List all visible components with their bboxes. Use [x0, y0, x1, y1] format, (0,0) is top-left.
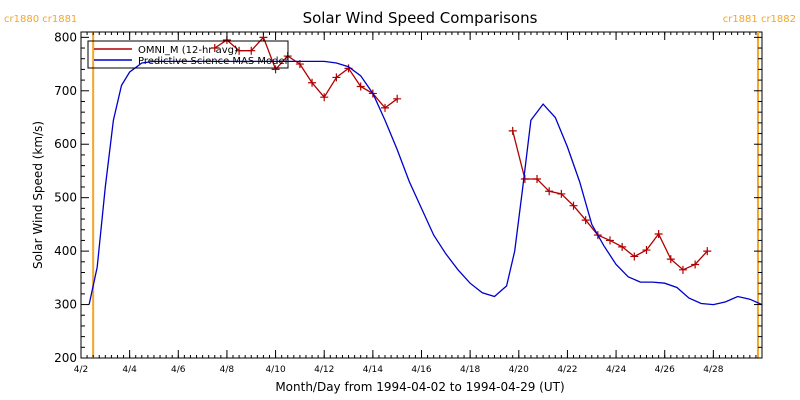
omni-point — [642, 246, 651, 255]
carrington-label: cr1880 cr1881 — [4, 14, 77, 25]
legend-entry: Predictive Science MAS Model — [138, 56, 287, 67]
x-tick-label: 4/16 — [411, 365, 431, 375]
y-tick-label: 500 — [54, 191, 77, 205]
x-tick-label: 4/10 — [265, 365, 285, 375]
omni-point — [210, 44, 219, 53]
x-axis: 4/2 4/4 4/6 4/8 4/10 4/12 4/14 4/16 4/18 4/20 4/22… — [74, 32, 763, 375]
omni-point — [508, 126, 517, 135]
chart-title: Solar Wind Speed Comparisons — [303, 9, 538, 27]
omni-point — [308, 78, 317, 87]
carrington-lines — [92, 32, 759, 358]
x-tick-label: 4/24 — [606, 365, 626, 375]
omni-point — [235, 46, 244, 55]
plot-frame — [80, 31, 763, 359]
omni-point — [381, 103, 390, 112]
omni-point — [533, 174, 542, 183]
omni-point — [654, 230, 663, 239]
omni-point — [605, 236, 614, 245]
omni-point — [703, 247, 712, 256]
y-tick-label: 600 — [54, 137, 77, 151]
legend-box — [87, 40, 289, 69]
x-tick-label: 4/14 — [363, 365, 383, 375]
x-tick-label: 4/22 — [557, 365, 577, 375]
omni-point — [320, 93, 329, 102]
carrington-labels: cr1880 cr1881 cr1881 cr1882 — [4, 14, 796, 25]
omni-point — [691, 260, 700, 269]
omni-line — [214, 36, 708, 271]
omni-point — [581, 216, 590, 225]
omni-point — [557, 189, 566, 198]
y-tick-label: 800 — [54, 30, 77, 44]
x-tick-label: 4/18 — [460, 365, 480, 375]
x-tick-label: 4/28 — [703, 365, 723, 375]
mas-model-line — [88, 60, 763, 306]
y-tick-label: 400 — [54, 244, 77, 258]
omni-point — [332, 73, 341, 82]
omni-point — [545, 187, 554, 196]
omni-point — [393, 94, 402, 103]
y-axis-label: Solar Wind Speed (km/s) — [31, 121, 45, 269]
omni-point — [520, 174, 529, 183]
legend-entry: OMNI_M (12-hr avg) — [138, 45, 238, 56]
x-tick-label: 4/4 — [122, 365, 137, 375]
omni-point — [569, 201, 578, 210]
x-tick-label: 4/2 — [74, 365, 88, 375]
x-tick-label: 4/6 — [171, 365, 186, 375]
omni-point — [666, 255, 675, 264]
y-axis: 200 300 400 500 600 700 800 — [54, 30, 762, 365]
omni-point — [630, 252, 639, 261]
y-tick-label: 200 — [54, 351, 77, 365]
y-tick-label: 300 — [54, 298, 77, 312]
omni-point — [247, 46, 256, 55]
y-tick-label: 700 — [54, 84, 77, 98]
omni-point — [356, 82, 365, 91]
plot-border — [80, 31, 763, 359]
omni-point — [678, 265, 687, 274]
x-tick-label: 4/20 — [509, 365, 529, 375]
x-tick-label: 4/12 — [314, 365, 334, 375]
omni-point — [271, 65, 280, 74]
series-layer — [88, 33, 763, 306]
legend: OMNI_M (12-hr avg)Predictive Science MAS… — [87, 40, 289, 69]
carrington-label: cr1881 cr1882 — [723, 14, 796, 25]
x-axis-label: Month/Day from 1994-04-02 to 1994-04-29 … — [275, 380, 564, 394]
omni-point — [618, 242, 627, 251]
x-tick-label: 4/26 — [655, 365, 675, 375]
x-tick-label: 4/8 — [220, 365, 235, 375]
